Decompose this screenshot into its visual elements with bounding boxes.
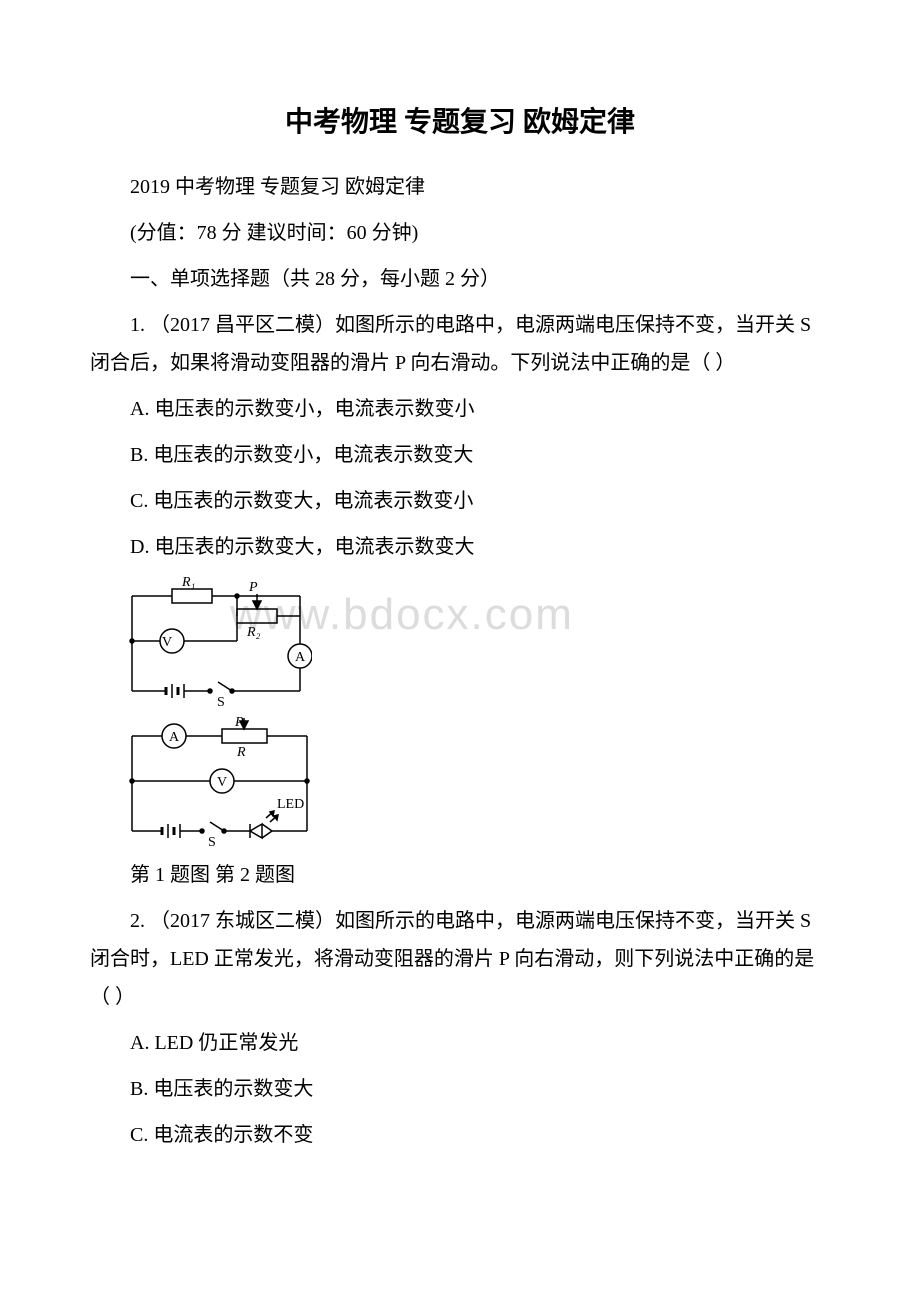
q1-option-c: C. 电压表的示数变大，电流表示数变小 [90, 482, 830, 520]
page-title: 中考物理 专题复习 欧姆定律 [90, 100, 830, 140]
info-line: (分值：78 分 建议时间：60 分钟) [90, 214, 830, 252]
circuit-diagram-1: R₁ P R₂ V A S [122, 576, 830, 706]
q1-option-a: A. 电压表的示数变小，电流表示数变小 [90, 390, 830, 428]
section-heading: 一、单项选择题（共 28 分，每小题 2 分） [90, 260, 830, 298]
label-s2: S [208, 835, 216, 846]
q1-stem: 1. （2017 昌平区二模）如图所示的电路中，电源两端电压保持不变，当开关 S… [90, 306, 830, 382]
subtitle-line: 2019 中考物理 专题复习 欧姆定律 [90, 168, 830, 206]
label-r: R [236, 745, 246, 760]
label-v2: V [217, 775, 227, 790]
label-led: LED [277, 797, 304, 812]
label-v1: V [162, 635, 172, 650]
q2-option-a: A. LED 仍正常发光 [90, 1024, 830, 1062]
label-a2: A [169, 730, 180, 745]
q2-option-b: B. 电压表的示数变大 [90, 1070, 830, 1108]
q2-option-c: C. 电流表的示数不变 [90, 1116, 830, 1154]
label-r2: R₂ [246, 625, 261, 640]
figure-caption: 第 1 题图 第 2 题图 [90, 856, 830, 894]
label-r1: R₁ [181, 576, 195, 590]
label-s1: S [217, 695, 225, 706]
q2-stem: 2. （2017 东城区二模）如图所示的电路中，电源两端电压保持不变，当开关 S… [90, 902, 830, 1016]
label-p2: P [234, 716, 244, 730]
label-p1: P [248, 580, 258, 595]
label-a1: A [295, 650, 306, 665]
q1-option-b: B. 电压表的示数变小，电流表示数变大 [90, 436, 830, 474]
circuit-diagram-2: A P R V LED S [122, 716, 830, 846]
document-content: 中考物理 专题复习 欧姆定律 2019 中考物理 专题复习 欧姆定律 (分值：7… [90, 100, 830, 1154]
q1-option-d: D. 电压表的示数变大，电流表示数变大 [90, 528, 830, 566]
